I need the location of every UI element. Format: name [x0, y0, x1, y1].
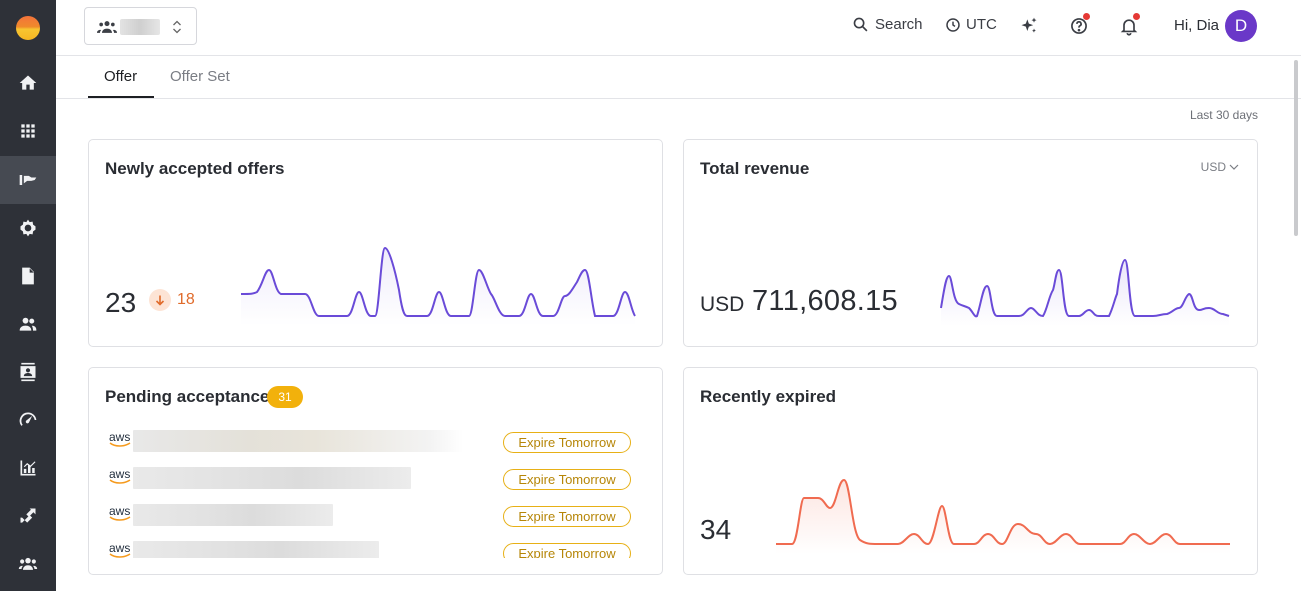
revenue-sparkline	[940, 258, 1230, 326]
customer-name-redacted	[133, 504, 333, 526]
sidebar-item-contacts[interactable]	[0, 348, 56, 396]
timezone-label: UTC	[966, 16, 997, 33]
sidebar	[0, 0, 56, 591]
card-title: Total revenue	[700, 159, 810, 178]
accepted-count: 23	[105, 287, 137, 318]
card-title: Pending acceptance	[105, 387, 270, 406]
aws-logo: aws	[109, 504, 131, 521]
active-tab-indicator	[88, 96, 154, 98]
organization-name-redacted	[120, 19, 160, 35]
sidebar-item-home[interactable]	[0, 59, 56, 107]
apps-grid-icon	[21, 124, 35, 138]
pending-count-badge: 31	[267, 386, 303, 408]
search-label: Search	[875, 16, 923, 33]
team-icon	[18, 557, 38, 570]
date-range-label: Last 30 days	[1189, 108, 1258, 122]
offers-icon	[19, 175, 37, 185]
status-badge: Expire Tomorrow	[503, 432, 631, 453]
notifications-dot	[1133, 13, 1140, 20]
ai-assistant-button[interactable]	[1019, 16, 1039, 36]
customer-name-redacted	[133, 467, 411, 489]
home-icon	[19, 75, 37, 90]
scrollbar[interactable]	[1294, 60, 1298, 236]
analytics-icon	[20, 460, 36, 476]
sparkle-icon	[1021, 17, 1037, 33]
aws-logo: aws	[109, 467, 131, 484]
pending-acceptance-card: Pending acceptance 31 aws Expire Tomorro…	[88, 367, 663, 575]
gear-icon	[20, 219, 36, 237]
help-icon	[1071, 18, 1087, 34]
list-item[interactable]: aws Expire Tomorrow	[89, 430, 662, 467]
tab-bar: Offer Offer Set	[56, 56, 1301, 99]
revenue-value: 711,608.15	[752, 285, 898, 317]
total-revenue-card: Total revenue USD USD 711,608.15	[683, 139, 1258, 347]
up-down-chevron-icon	[173, 20, 181, 34]
delta-value: 18	[177, 291, 195, 308]
sidebar-item-analytics[interactable]	[0, 444, 56, 492]
aws-logo: aws	[109, 430, 131, 447]
arrow-down-icon	[149, 289, 171, 311]
accepted-sparkline	[240, 246, 636, 326]
organization-selector[interactable]	[84, 7, 197, 45]
card-title: Newly accepted offers	[105, 159, 285, 178]
list-item[interactable]: aws Expire Tomorrow	[89, 504, 662, 541]
document-icon	[22, 267, 34, 285]
help-notification-dot	[1083, 13, 1090, 20]
people-icon	[97, 21, 117, 33]
user-greeting: Hi, Dia	[1174, 17, 1220, 34]
aws-logo: aws	[109, 541, 131, 558]
notifications-button[interactable]	[1119, 13, 1140, 36]
search-button[interactable]: Search	[852, 16, 923, 33]
delta-indicator: 18	[149, 289, 195, 311]
status-badge: Expire Tomorrow	[503, 543, 631, 558]
sidebar-item-people[interactable]	[0, 300, 56, 348]
sidebar-item-performance[interactable]	[0, 396, 56, 444]
gauge-icon	[19, 412, 37, 426]
bell-icon	[1120, 19, 1138, 36]
chevron-down-icon	[1229, 164, 1239, 170]
currency-selector[interactable]: USD	[1201, 160, 1239, 174]
card-title: Recently expired	[700, 387, 837, 406]
tab-offer-set[interactable]: Offer Set	[170, 68, 230, 85]
revenue-currency-label: USD	[700, 293, 745, 316]
tab-offer[interactable]: Offer	[104, 68, 138, 85]
sidebar-item-integrations[interactable]	[0, 492, 56, 540]
customer-name-redacted	[133, 541, 379, 558]
status-badge: Expire Tomorrow	[503, 469, 631, 490]
contacts-icon	[20, 362, 36, 382]
customer-name-redacted	[133, 430, 463, 452]
sidebar-item-team[interactable]	[0, 540, 56, 588]
sidebar-item-documents[interactable]	[0, 252, 56, 300]
topbar: Search UTC Hi, Dia D	[56, 0, 1301, 56]
integrations-icon	[20, 508, 36, 523]
help-button[interactable]	[1069, 13, 1090, 36]
pending-list[interactable]: aws Expire Tomorrow aws Expire Tomorrow …	[89, 430, 662, 558]
timezone-button[interactable]: UTC	[945, 16, 997, 33]
sidebar-item-settings[interactable]	[0, 204, 56, 252]
people-icon	[19, 317, 37, 331]
clock-icon	[946, 17, 960, 32]
newly-accepted-offers-card: Newly accepted offers 23 18	[88, 139, 663, 347]
expired-count: 34	[700, 514, 732, 545]
recently-expired-card: Recently expired 34	[683, 367, 1258, 575]
list-item[interactable]: aws Expire Tomorrow	[89, 467, 662, 504]
brand-logo[interactable]	[16, 16, 40, 40]
expired-sparkline	[776, 478, 1230, 554]
sidebar-item-apps[interactable]	[0, 107, 56, 155]
status-badge: Expire Tomorrow	[503, 506, 631, 527]
sidebar-item-offers[interactable]	[0, 156, 56, 204]
user-avatar[interactable]: D	[1225, 10, 1257, 42]
currency-select-label: USD	[1200, 160, 1226, 174]
search-icon	[853, 17, 868, 32]
list-item[interactable]: aws Expire Tomorrow	[89, 541, 662, 558]
